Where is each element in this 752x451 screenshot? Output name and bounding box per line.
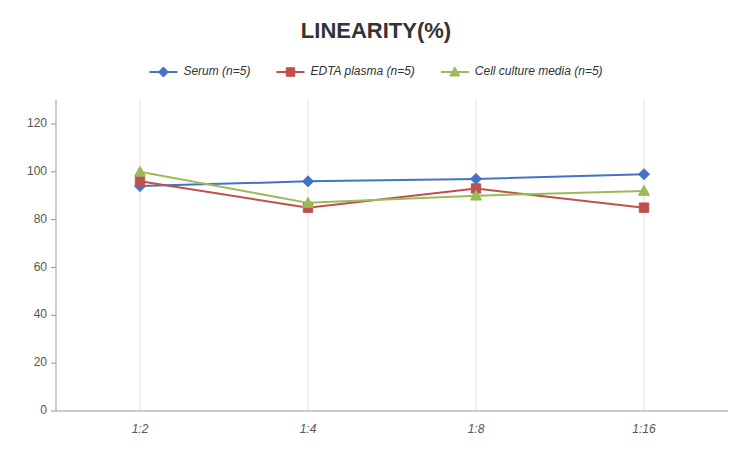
x-axis-line: [56, 411, 728, 412]
data-point: [639, 185, 650, 195]
legend-label: EDTA plasma (n=5): [310, 64, 414, 78]
x-tick-label: 1:16: [632, 422, 656, 436]
legend-marker: [158, 67, 168, 77]
series-line: [140, 174, 644, 186]
grid: [140, 100, 644, 411]
series: [135, 166, 650, 207]
y-tick-label: 60: [34, 260, 48, 274]
data-point: [135, 166, 146, 176]
x-tick-label: 1:8: [468, 422, 485, 436]
y-tick: [51, 411, 56, 412]
y-tick-label: 120: [27, 116, 47, 130]
legend-marker: [286, 68, 295, 77]
series: [135, 169, 650, 192]
y-tick-label: 20: [34, 355, 48, 369]
data-point: [639, 203, 648, 212]
y-tick-label: 100: [27, 164, 47, 178]
data-point: [303, 176, 314, 187]
y-tick: [51, 267, 56, 268]
chart: LINEARITY(%) 0 20 40 60 80 100 120 1:2 1:4 1:8 1:16…: [0, 0, 752, 451]
series: [135, 177, 648, 213]
series-line: [140, 172, 644, 203]
data-point: [471, 190, 482, 200]
y-tick: [51, 315, 56, 316]
y-tick-label: 0: [40, 403, 47, 417]
y-tick-label: 80: [34, 212, 48, 226]
y-tick: [51, 219, 56, 220]
x-tick-label: 1:2: [132, 422, 149, 436]
x-tick-label: 1:4: [300, 422, 317, 436]
chart-container: LINEARITY(%) 0 20 40 60 80 100 120 1:2 1:4 1:8 1:16…: [0, 0, 752, 451]
data-point: [135, 177, 144, 186]
y-tick: [51, 171, 56, 172]
legend-item: EDTA plasma (n=5): [276, 64, 414, 78]
y-tick: [51, 363, 56, 364]
legend-marker: [450, 67, 460, 76]
plot-area: [135, 166, 650, 212]
title: LINEARITY(%): [301, 18, 451, 43]
legend-item: Serum (n=5): [149, 64, 250, 78]
legend-item: Cell culture media (n=5): [441, 64, 603, 78]
grid-line: [476, 100, 477, 411]
grid-line: [308, 100, 309, 411]
legend-label: Serum (n=5): [183, 64, 250, 78]
data-point: [303, 197, 314, 207]
data-point: [639, 169, 650, 180]
y-axis-line: [56, 100, 57, 411]
legend: Serum (n=5) EDTA plasma (n=5) Cell culture…: [149, 64, 602, 78]
axes: 0 20 40 60 80 100 120 1:2 1:4 1:8 1:16: [27, 100, 728, 436]
legend-label: Cell culture media (n=5): [475, 64, 603, 78]
y-tick: [51, 123, 56, 124]
grid-line: [644, 100, 645, 411]
data-point: [471, 173, 482, 184]
grid-line: [140, 100, 141, 411]
y-tick-label: 40: [34, 307, 48, 321]
